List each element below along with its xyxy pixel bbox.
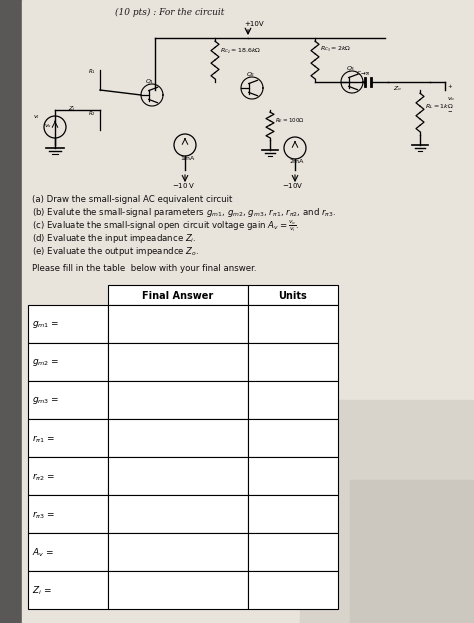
Bar [108, 381, 248, 419]
Bar [28, 305, 108, 343]
Text: $C\!\to\!\infty$: $C\!\to\!\infty$ [356, 69, 371, 77]
Bar [108, 419, 248, 457]
Bar [248, 419, 338, 457]
Text: (10 pts) : For the circuit: (10 pts) : For the circuit [115, 8, 224, 17]
Text: $Z_o$: $Z_o$ [393, 84, 402, 93]
Bar [108, 533, 248, 571]
Bar [28, 495, 108, 533]
Text: Final Answer: Final Answer [142, 291, 214, 301]
Text: (a) Draw the small-signal AC equivalent circuit: (a) Draw the small-signal AC equivalent … [32, 195, 232, 204]
Bar [28, 533, 108, 571]
Text: $R_{C_2}=18.6k\Omega$: $R_{C_2}=18.6k\Omega$ [220, 46, 261, 55]
Bar [248, 285, 338, 305]
Bar [28, 343, 108, 381]
Text: $A_v$ =: $A_v$ = [32, 547, 54, 559]
Bar [350, 480, 474, 623]
Text: (b) Evalute the small-signal parameters $g_{m1}$, $g_{m2}$, $g_{m3}$, $r_{\pi1}$: (b) Evalute the small-signal parameters … [32, 206, 337, 219]
Bar [248, 533, 338, 571]
Bar [248, 381, 338, 419]
Text: $Q_3$: $Q_3$ [346, 64, 356, 73]
Bar [108, 571, 248, 609]
Text: Units: Units [279, 291, 307, 301]
Text: 2mA: 2mA [290, 159, 304, 164]
Text: $R_L=1k\Omega$: $R_L=1k\Omega$ [425, 102, 454, 111]
Bar [108, 285, 248, 305]
Text: $-$: $-$ [447, 108, 453, 113]
Text: $r_{\pi1}$ =: $r_{\pi1}$ = [32, 433, 55, 445]
Bar [300, 400, 474, 623]
Text: $R_{C_3}=2k\Omega$: $R_{C_3}=2k\Omega$ [320, 44, 351, 54]
Text: (c) Evaluate the small-signal open circuit voltage gain $A_v = \frac{v_o}{v_i}$.: (c) Evaluate the small-signal open circu… [32, 218, 299, 234]
Text: $v_s$: $v_s$ [44, 122, 52, 130]
Text: $Z_i$: $Z_i$ [68, 104, 76, 113]
Text: $v_i$: $v_i$ [33, 113, 40, 121]
Bar [28, 419, 108, 457]
Bar [108, 457, 248, 495]
Text: $-10$ V: $-10$ V [172, 181, 196, 190]
Text: $+$: $+$ [447, 82, 453, 90]
Bar [248, 571, 338, 609]
Text: $g_{m3}$ =: $g_{m3}$ = [32, 396, 60, 406]
Text: $-10$V: $-10$V [282, 181, 303, 190]
Text: $Q_2$: $Q_2$ [246, 70, 255, 79]
Bar [248, 495, 338, 533]
Bar [108, 343, 248, 381]
Bar [28, 381, 108, 419]
Text: $r_{\pi3}$ =: $r_{\pi3}$ = [32, 509, 55, 521]
Text: $R_1$: $R_1$ [88, 67, 96, 76]
Text: 1mA: 1mA [180, 156, 194, 161]
Text: $Z_i$ =: $Z_i$ = [32, 585, 52, 597]
Bar [248, 343, 338, 381]
Text: $R_2$: $R_2$ [88, 109, 96, 118]
Text: $g_{m2}$ =: $g_{m2}$ = [32, 358, 60, 368]
Text: (e) Evaluate the output impeandce $Z_o$.: (e) Evaluate the output impeandce $Z_o$. [32, 245, 200, 258]
Bar [248, 305, 338, 343]
Text: $r_{\pi2}$ =: $r_{\pi2}$ = [32, 471, 55, 483]
Bar [0, 0, 28, 623]
Text: Please fill in the table  below with your final answer.: Please fill in the table below with your… [32, 264, 256, 273]
Bar [248, 457, 338, 495]
Text: (d) Evaluate the input impeadance $Z_i$.: (d) Evaluate the input impeadance $Z_i$. [32, 232, 197, 245]
Bar [108, 305, 248, 343]
Bar [108, 495, 248, 533]
Text: $g_{m1}$ =: $g_{m1}$ = [32, 320, 60, 330]
Text: $v_o$: $v_o$ [447, 95, 455, 103]
Text: +10V: +10V [244, 21, 264, 27]
Text: $Q_1$: $Q_1$ [145, 77, 155, 86]
Bar [28, 457, 108, 495]
Bar [28, 571, 108, 609]
Text: $R_E=100\Omega$: $R_E=100\Omega$ [275, 116, 305, 125]
